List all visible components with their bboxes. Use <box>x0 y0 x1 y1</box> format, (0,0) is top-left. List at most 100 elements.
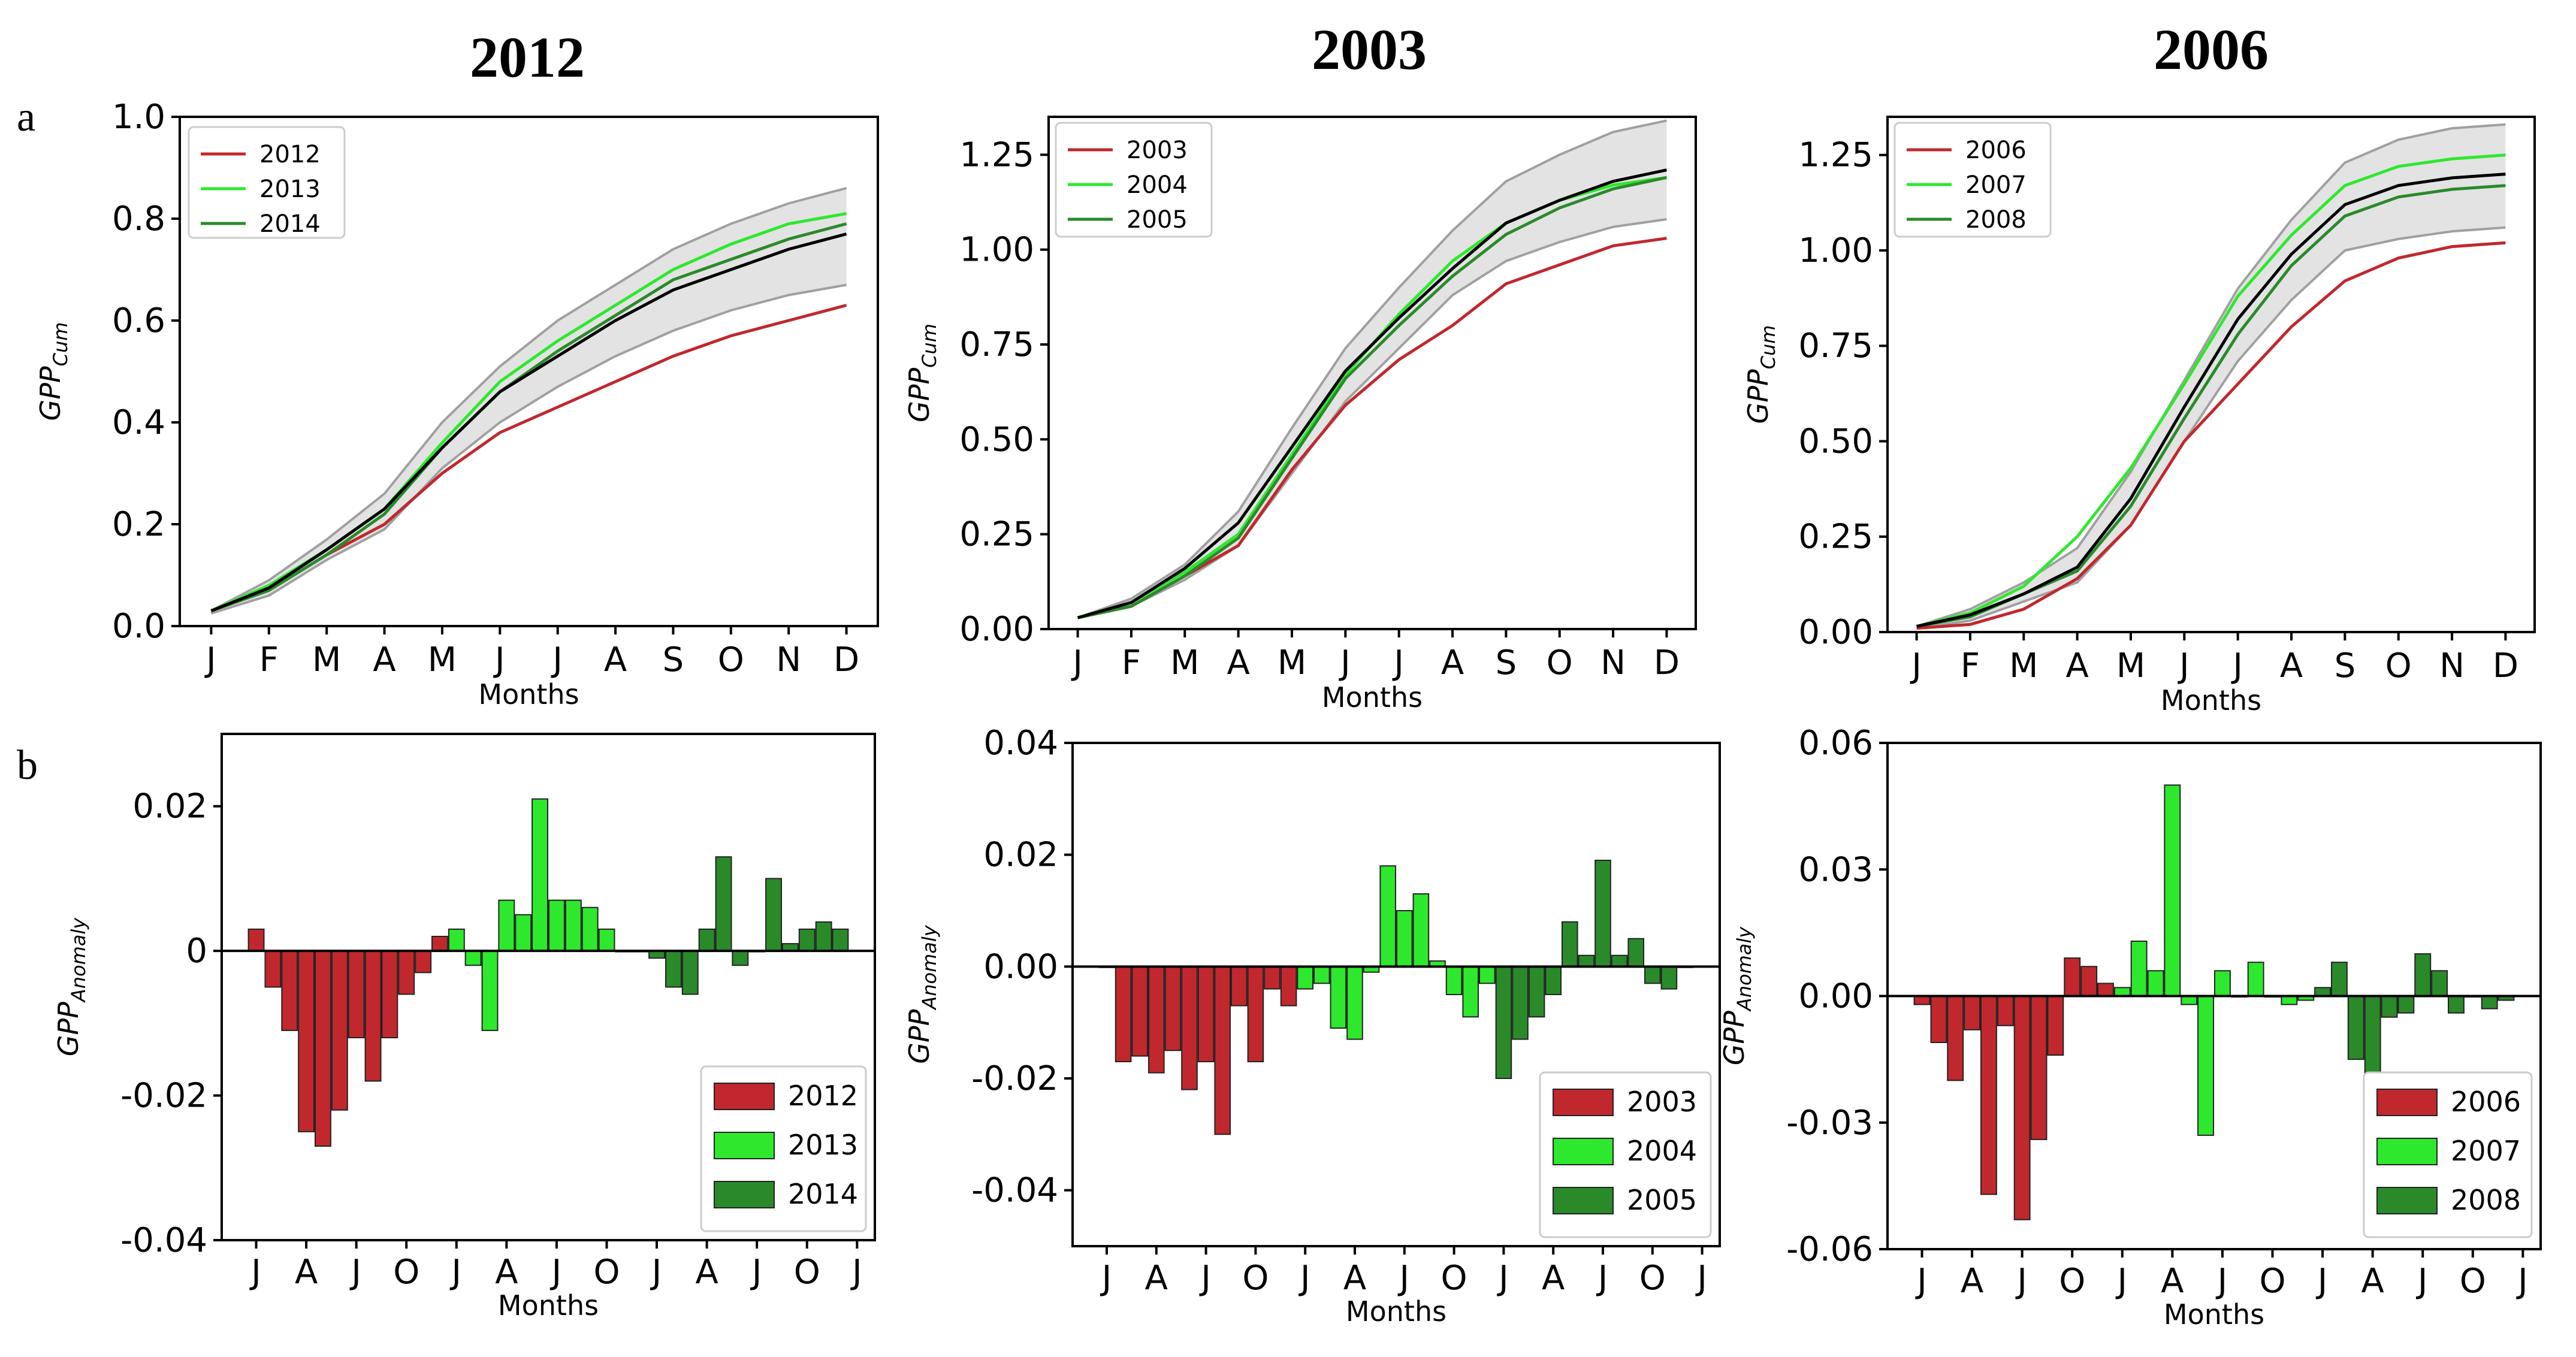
chart-b3: J A J O J A J O J A J O J-0.06-0.030.000.030.06Month… <box>1718 724 2542 1331</box>
bar-2007 <box>2247 962 2264 997</box>
x-axis-label: Months <box>1346 1295 1446 1328</box>
y-tick-label: 0.25 <box>1798 518 1873 557</box>
bar-2006 <box>2013 995 2031 1220</box>
x-axis-label: Months <box>478 678 579 711</box>
bar-2004 <box>1379 865 1396 968</box>
plot-frame <box>1886 116 2536 633</box>
bar-2012 <box>381 950 398 1038</box>
bar-2007 <box>2147 970 2164 997</box>
bar-2012 <box>398 950 415 995</box>
y-axis-label-main: GPP <box>34 366 67 421</box>
y-tick-label: -0.04 <box>120 1221 207 1260</box>
x-tick-label: A <box>2065 646 2088 685</box>
legend-label-2007: 2007 <box>2451 1135 2521 1167</box>
legend-label-2008: 2008 <box>1965 206 2027 234</box>
x-tick-label: A <box>2361 1262 2384 1301</box>
bar-2003 <box>1115 966 1132 1063</box>
bar-2008 <box>2347 995 2364 1060</box>
bar-2006 <box>2030 995 2047 1140</box>
x-tick-label: F <box>1122 643 1141 682</box>
x-tick-label: J <box>1298 1259 1310 1298</box>
y-axis-label: GPPAnomaly <box>903 924 941 1064</box>
bar-2005 <box>1512 966 1529 1040</box>
y-tick-label: -0.04 <box>971 1171 1058 1210</box>
legend-swatch-2013 <box>714 1132 775 1159</box>
bar-2012 <box>298 950 315 1132</box>
bar-2007 <box>2214 970 2231 997</box>
y-tick-label: 0.50 <box>959 420 1034 459</box>
y-tick-label: -0.02 <box>120 1077 207 1116</box>
series-line-2006 <box>1916 241 2506 630</box>
bar-2003 <box>1164 966 1182 1051</box>
bar-2003 <box>1264 966 1281 990</box>
y-tick-label: 1.0 <box>112 98 165 137</box>
legend-label-2005: 2005 <box>1627 1184 1697 1216</box>
x-tick-label: O <box>2460 1262 2486 1301</box>
y-tick-label: -0.02 <box>971 1059 1058 1098</box>
x-tick-label: S <box>2335 646 2356 685</box>
bar-2006 <box>1980 995 1997 1195</box>
bar-2012 <box>331 950 348 1111</box>
bar-2005 <box>1611 954 1628 968</box>
panel-letter-b: b <box>17 742 38 788</box>
x-tick-label: A <box>2161 1262 2184 1301</box>
x-axis-label: Months <box>2161 684 2261 717</box>
y-axis-label-sub: Cum <box>49 322 72 367</box>
band-lower-edge <box>1077 218 1667 619</box>
band-lower-edge <box>1916 226 2506 630</box>
y-axis-label: GPPAnomaly <box>1718 926 1756 1066</box>
x-tick-label: J <box>1910 646 1922 685</box>
legend-swatch-2003 <box>1553 1089 1614 1116</box>
band-upper-edge <box>1077 119 1667 619</box>
bar-2004 <box>1462 966 1479 1018</box>
bar-2008 <box>2314 987 2332 997</box>
x-tick-label: J <box>1497 1259 1509 1298</box>
x-tick-label: O <box>794 1253 820 1292</box>
bar-2006 <box>1964 995 1981 1030</box>
bar-2013 <box>581 906 599 952</box>
x-tick-label: N <box>2439 646 2465 685</box>
y-axis-label-sub: Cum <box>918 324 941 368</box>
bar-2008 <box>2448 995 2465 1014</box>
legend-label-2006: 2006 <box>2451 1086 2521 1118</box>
bar-2008 <box>2364 995 2381 1077</box>
x-tick-label: M <box>2009 646 2038 685</box>
x-tick-label: J <box>493 640 505 679</box>
x-tick-label: A <box>1542 1259 1565 1298</box>
y-axis-label-sub: Cum <box>1757 325 1780 370</box>
x-tick-label: O <box>718 640 744 679</box>
y-axis-label-main: GPP <box>1718 1011 1750 1065</box>
bar-2006 <box>2047 995 2064 1056</box>
uncertainty-band <box>211 188 847 613</box>
bar-2013 <box>548 899 565 952</box>
y-axis-label-main: GPP <box>903 1009 935 1063</box>
legend-swatch-2005 <box>1553 1187 1614 1214</box>
y-tick-label: 1.00 <box>1798 231 1873 270</box>
legend-label-2003: 2003 <box>1627 1086 1697 1118</box>
y-tick-label: 0.6 <box>112 301 165 340</box>
x-tick-label: M <box>1170 643 1199 682</box>
x-tick-label: A <box>695 1253 718 1292</box>
bar-2013 <box>464 950 482 966</box>
bar-2012 <box>281 950 298 1031</box>
bar-2014 <box>732 950 749 966</box>
x-tick-label: O <box>2059 1262 2085 1301</box>
y-axis-label: GPPCum <box>903 324 941 422</box>
x-tick-label: J <box>2231 646 2243 685</box>
bar-2008 <box>2431 970 2448 997</box>
y-tick-label: 0.25 <box>959 515 1034 554</box>
legend-label-2012: 2012 <box>259 141 321 168</box>
x-tick-label: O <box>393 1253 419 1292</box>
bar-2004 <box>1297 966 1313 990</box>
legend-label-2004: 2004 <box>1627 1135 1697 1167</box>
legend-swatch-2006 <box>2376 1089 2438 1116</box>
y-tick-label: 0.00 <box>959 610 1034 649</box>
plot-frame <box>179 116 879 627</box>
x-tick-label: N <box>1600 643 1626 682</box>
legend-swatch-2008 <box>2376 1187 2438 1214</box>
y-tick-label: 1.25 <box>959 135 1034 174</box>
x-tick-label: F <box>1961 646 1980 685</box>
x-axis-label: Months <box>1322 681 1423 714</box>
band-lower-edge <box>210 283 847 615</box>
legend-label-2012: 2012 <box>788 1080 858 1112</box>
